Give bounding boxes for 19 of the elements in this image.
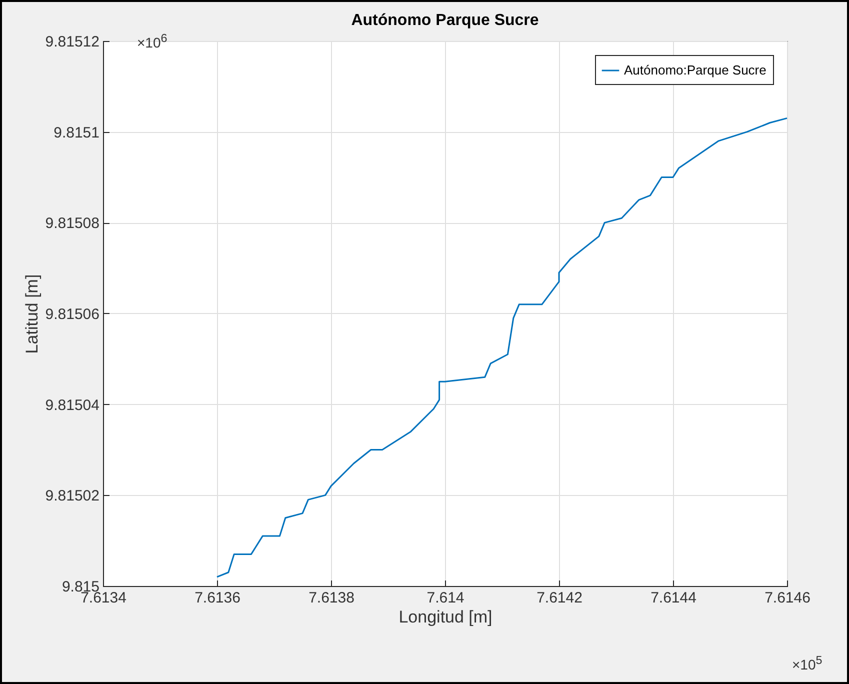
x-axis-title: Longitud [m] [398,608,492,626]
y-tick-label: 9.81508 [45,215,100,232]
y-tick-label: 9.81502 [45,488,100,505]
text: ×10$^{5}$ [792,654,822,673]
y-tick-label: 9.81506 [45,306,100,323]
x-tick-label: 7.6144 [650,590,696,606]
x-tick-label: 7.6136 [194,590,240,606]
legend-label: Autónomo:Parque Sucre [624,62,766,78]
y-axis-title: Latitud [m] [22,274,42,354]
line-series [216,117,788,578]
y-tick-label: 9.81504 [45,396,100,414]
annotation: ×10$^{6}$ [137,32,168,51]
x-tick-label: 7.6146 [764,590,810,606]
y-tick-label: 9.81512 [45,34,100,50]
chart-title: Autónomo Parque Sucre [351,12,539,29]
x-tick-label: 7.6138 [308,590,354,606]
y-tick-label: 9.8151 [54,124,100,142]
x-tick-label: 7.614 [426,590,464,606]
x-tick-label: 7.6142 [536,590,582,606]
